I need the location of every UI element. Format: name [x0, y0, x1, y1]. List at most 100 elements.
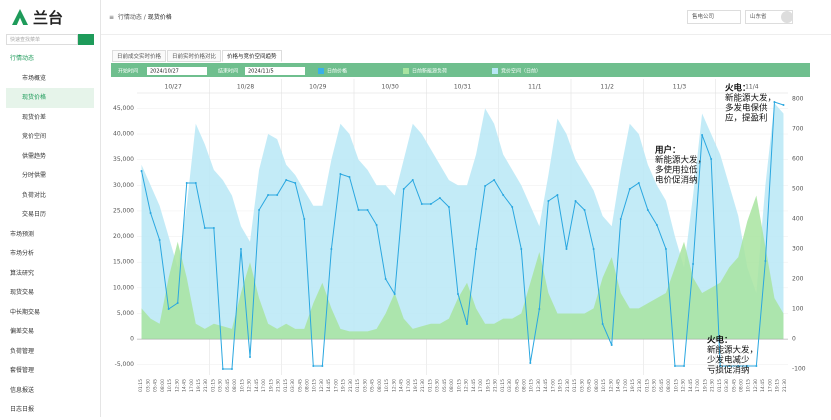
price-point [692, 263, 695, 265]
menu-item[interactable]: 供需趋势 [22, 152, 47, 160]
price-point [176, 302, 179, 304]
price-point [701, 134, 704, 136]
x-tick-label: 08:00 [377, 379, 383, 392]
x-tick-label: 03:30 [652, 379, 658, 392]
price-point [375, 224, 378, 226]
filter-value[interactable]: 2024/10/27 [150, 69, 179, 75]
menu-item[interactable]: 市场分析 [10, 250, 35, 257]
x-tick-label: 10:15 [167, 379, 173, 392]
x-tick-label: 01:15 [644, 379, 650, 392]
x-tick-label: 21:30 [420, 379, 426, 392]
menu-item[interactable]: 市场概览 [22, 74, 47, 82]
x-tick-label: 17:00 [550, 379, 556, 392]
tab[interactable]: 日前实时价格对比 [167, 50, 222, 62]
price-point [447, 206, 450, 208]
menu-item[interactable]: 套餐管理 [10, 367, 35, 374]
annotation: 新能源大发， [707, 345, 758, 356]
x-tick-label: 12:30 [391, 379, 397, 392]
price-point [574, 200, 577, 202]
price-point [565, 248, 568, 250]
tab[interactable]: 价格与竞价空间趋势 [222, 50, 282, 62]
menu-item[interactable]: 现货交易 [10, 289, 35, 296]
x-tick-label: 08:00 [304, 379, 310, 392]
y-tick-label: 15,000 [113, 259, 134, 266]
menu-item[interactable]: 算法研究 [10, 269, 35, 277]
x-tick-label: 12:30 [753, 379, 759, 392]
x-tick-label: 08:00 [521, 379, 527, 392]
tab[interactable]: 日前成交实时价格 [112, 50, 167, 62]
menu-item[interactable]: 现货价差 [22, 113, 47, 121]
price-point [212, 227, 215, 229]
price-point [728, 365, 731, 367]
company-select[interactable]: 售电公司 [687, 10, 741, 24]
menu-item[interactable]: 竞价空间 [22, 133, 47, 140]
y2-tick-label: -100 [792, 366, 806, 373]
y2-tick-label: 300 [792, 246, 804, 253]
x-tick-label: 21:30 [565, 379, 571, 392]
breadcrumb: ≡ 行情动态 / 现货价格 [109, 14, 172, 21]
annotation: 新能源大发， [725, 93, 776, 104]
day-label: 11/1 [528, 84, 542, 91]
menu-item[interactable]: 现货价格 [6, 88, 94, 108]
annotation: 电价促消纳 [655, 175, 698, 186]
brand-name: 兰台 [33, 8, 64, 27]
price-point [221, 368, 224, 370]
y-tick-label: 10,000 [113, 284, 134, 291]
menu-group[interactable]: 行情动态 [10, 55, 35, 62]
price-point [230, 368, 233, 370]
menu-item[interactable]: 信息报送 [10, 386, 35, 394]
menu-item[interactable]: 负荷管理 [10, 347, 35, 355]
x-tick-label: 14:45 [543, 379, 549, 392]
day-label: 10/30 [382, 84, 399, 91]
annotation: 火电： [707, 335, 733, 346]
price-point [149, 212, 152, 214]
y2-tick-label: 0 [792, 336, 796, 343]
menu-item[interactable]: 分时供需 [22, 172, 47, 179]
search-input[interactable]: 快速查找菜单 [6, 34, 78, 45]
y2-tick-label: 800 [792, 96, 804, 103]
price-point [456, 293, 459, 295]
price-point [249, 356, 252, 358]
legend-label: 竞价空间（日前） [501, 68, 541, 75]
x-tick-label: 21:30 [637, 379, 643, 392]
y-tick-label: 25,000 [113, 207, 134, 214]
price-point [646, 209, 649, 211]
x-tick-label: 03:30 [218, 379, 224, 392]
x-tick-label: 12:30 [174, 379, 180, 392]
menu-item[interactable]: 日志日报 [10, 406, 35, 413]
x-tick-label: 17:00 [695, 379, 701, 392]
x-tick-label: 03:30 [507, 379, 513, 392]
crumb[interactable]: 行情动态 [117, 14, 142, 21]
price-point [628, 188, 631, 190]
area [141, 195, 784, 340]
x-tick-label: 21:30 [782, 379, 788, 392]
x-tick-label: 05:45 [514, 379, 520, 392]
x-tick-label: 10:15 [673, 379, 679, 392]
x-tick-label: 21:30 [348, 379, 354, 392]
x-tick-label: 03:30 [145, 379, 151, 392]
menu-item[interactable]: 市场预测 [10, 230, 35, 238]
menu-item[interactable]: 交易日历 [22, 211, 47, 218]
x-tick-label: 03:30 [362, 379, 368, 392]
x-tick-label: 17:00 [478, 379, 484, 392]
price-point [185, 182, 188, 184]
x-tick-label: 21:30 [203, 379, 209, 392]
price-point [357, 209, 360, 211]
filter-value[interactable]: 2024/11/5 [248, 69, 274, 75]
x-tick-label: 01:15 [717, 379, 723, 392]
menu-item[interactable]: 偏差交易 [10, 328, 35, 335]
x-tick-label: 14:45 [471, 379, 477, 392]
x-tick-label: 05:45 [442, 379, 448, 392]
search[interactable]: 快速查找菜单 [6, 34, 94, 45]
x-tick-label: 14:45 [616, 379, 622, 392]
menu-item[interactable]: 中长期交易 [10, 308, 41, 316]
price-point [773, 101, 776, 103]
x-tick-label: 19:15 [485, 379, 491, 392]
menu-item[interactable]: 负荷对比 [22, 191, 47, 199]
price-point [303, 218, 306, 220]
price-point [267, 194, 270, 196]
price-point [655, 224, 658, 226]
x-tick-label: 12:30 [319, 379, 325, 392]
x-tick-label: 05:45 [370, 379, 376, 392]
